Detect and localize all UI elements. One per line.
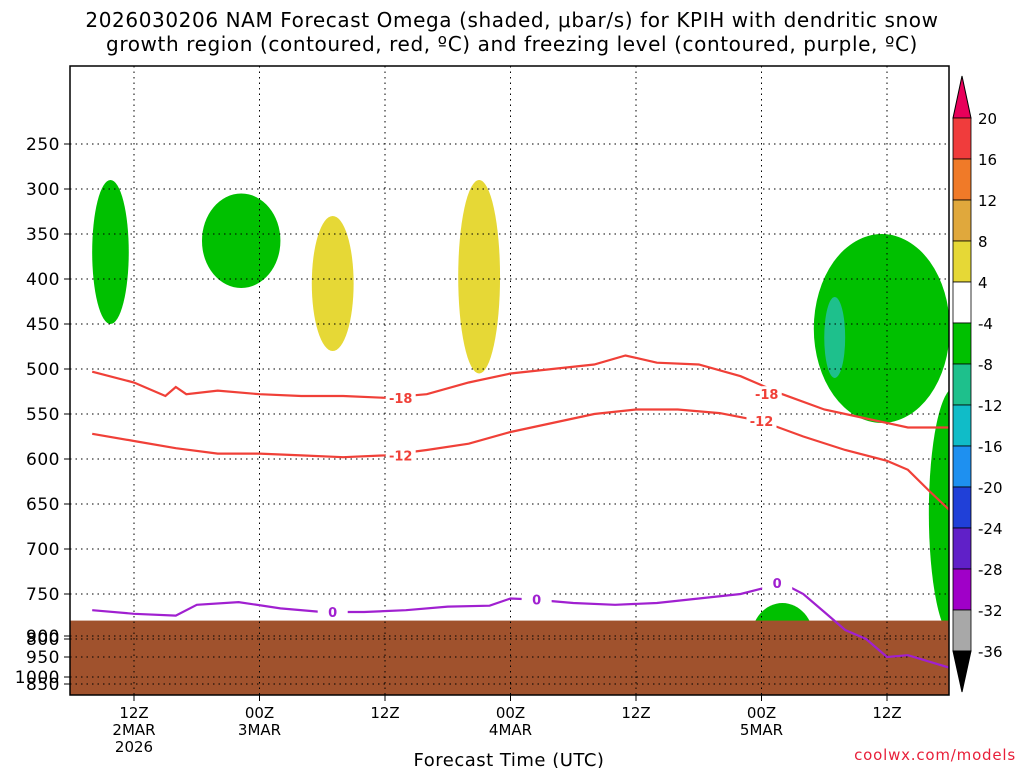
contour-label-bg-1-1	[746, 413, 777, 430]
colorbar-segment-5	[952, 281, 972, 324]
contour-label-bg-0-1	[751, 386, 782, 403]
y-tick-label-250: 250	[26, 135, 60, 155]
y-tick-label-300: 300	[26, 180, 60, 200]
omega-region-3	[458, 180, 501, 374]
contour-label-2-2: 0	[773, 577, 782, 592]
colorbar-label-1: 16	[978, 151, 997, 169]
colorbar-segment-1	[952, 117, 972, 160]
omega-region-0	[92, 180, 129, 324]
x-tick-label-1-0: 00Z	[245, 704, 274, 722]
contour-label-bg-2-1	[521, 591, 552, 608]
colorbar-label-8: -16	[978, 438, 1003, 456]
colorbar-bottom-arrow	[952, 650, 972, 693]
y-tick-label-900: 900	[26, 627, 60, 647]
colorbar: 20 16 12 8 4 -4 -8 -12 -16 -20 -24 -28 -32 -36	[952, 75, 1003, 693]
contour-1	[92, 408, 949, 512]
x-axis-title: Forecast Time (UTC)	[414, 750, 605, 768]
x-tick-label-2-0: 12Z	[370, 704, 399, 722]
y-tick-label-500: 500	[26, 360, 60, 380]
x-tick-label-1-1: 3MAR	[238, 721, 281, 739]
contour-label-bg-2-2	[762, 575, 793, 592]
x-tick-label-0-1: 2MAR	[112, 721, 155, 739]
colorbar-segment-9	[952, 445, 972, 488]
colorbar-segment-7	[952, 363, 972, 406]
colorbar-segment-2	[952, 158, 972, 201]
contour-label-0-0: -18	[389, 392, 413, 407]
contour-label-bg-2-0	[317, 604, 348, 620]
y-tick-label-650: 650	[26, 495, 60, 515]
y-tick-label-850: 850	[26, 675, 60, 695]
colorbar-label-9: -20	[978, 479, 1003, 497]
colorbar-segment-13	[952, 609, 972, 652]
x-tick-label-4-0: 12Z	[621, 704, 650, 722]
x-tick-label-0-2: 2026	[115, 738, 153, 756]
colorbar-label-12: -32	[978, 602, 1003, 620]
plot-frame	[69, 65, 950, 696]
colorbar-segment-6	[952, 322, 972, 365]
colorbar-label-3: 8	[978, 233, 988, 251]
contour-label-2-0: 0	[328, 606, 337, 621]
contour-label-2-1: 0	[532, 593, 541, 608]
omega-region-6	[928, 390, 949, 636]
contour-lines: -18 -18 -12 -12 0 0 0	[91, 354, 949, 669]
grid-lines	[70, 66, 949, 695]
contour-label-1-1: -12	[750, 415, 774, 430]
y-tick-label-950: 950	[26, 648, 60, 668]
colorbar-label-5: -4	[978, 315, 993, 333]
colorbar-label-4: 4	[978, 274, 988, 292]
x-tick-label-5-1: 5MAR	[740, 721, 783, 739]
contour-2	[92, 582, 949, 669]
y-tick-label-450: 450	[26, 315, 60, 335]
x-tick-label-5-0: 00Z	[747, 704, 776, 722]
colorbar-segment-11	[952, 527, 972, 570]
colorbar-label-0: 20	[978, 110, 997, 128]
y-tick-label-400: 400	[26, 270, 60, 290]
colorbar-label-10: -24	[978, 520, 1003, 538]
omega-region-2	[311, 216, 354, 351]
y-axis: 250 300 350 400 450 500 550 600 650 700 750 800 850 9…	[15, 135, 70, 695]
y-tick-label-350: 350	[26, 225, 60, 245]
chart-title-line2: growth region (contoured, red, ºC) and f…	[106, 32, 918, 56]
colorbar-segment-3	[952, 199, 972, 242]
x-tick-label-0-0: 12Z	[119, 704, 148, 722]
x-tick-label-3-0: 00Z	[496, 704, 525, 722]
contour-label-bg-1-0	[385, 447, 416, 464]
colorbar-label-13: -36	[978, 643, 1003, 661]
omega-region-5	[824, 297, 846, 378]
colorbar-label-2: 12	[978, 192, 997, 210]
x-tick-label-6-0: 12Z	[872, 704, 901, 722]
colorbar-label-11: -28	[978, 561, 1003, 579]
ground-fill	[70, 620, 949, 695]
chart-title-line1: 2026030206 NAM Forecast Omega (shaded, μ…	[85, 8, 939, 32]
x-tick-label-3-1: 4MAR	[489, 721, 532, 739]
colorbar-segment-10	[952, 486, 972, 529]
y-tick-label-1000: 1000	[15, 668, 60, 688]
y-tick-label-700: 700	[26, 540, 60, 560]
colorbar-label-6: -8	[978, 356, 993, 374]
y-tick-label-750: 750	[26, 585, 60, 605]
contour-label-0-1: -18	[755, 388, 779, 403]
omega-region-4	[813, 234, 949, 423]
contour-label-bg-0-0	[385, 389, 416, 406]
ground-layer	[70, 620, 949, 695]
y-tick-label-800: 800	[26, 630, 60, 650]
colorbar-label-7: -12	[978, 397, 1003, 415]
y-tick-label-600: 600	[26, 450, 60, 470]
colorbar-segment-12	[952, 568, 972, 611]
colorbar-segment-8	[952, 404, 972, 447]
omega-region-1	[201, 193, 281, 288]
contour-0	[91, 354, 949, 429]
colorbar-top-arrow	[952, 75, 972, 119]
omega-shading	[92, 180, 949, 684]
colorbar-segment-4	[952, 240, 972, 283]
contour-label-1-0: -12	[389, 449, 413, 464]
y-tick-label-550: 550	[26, 405, 60, 425]
credit-link[interactable]: coolwx.com/models	[854, 746, 1016, 764]
